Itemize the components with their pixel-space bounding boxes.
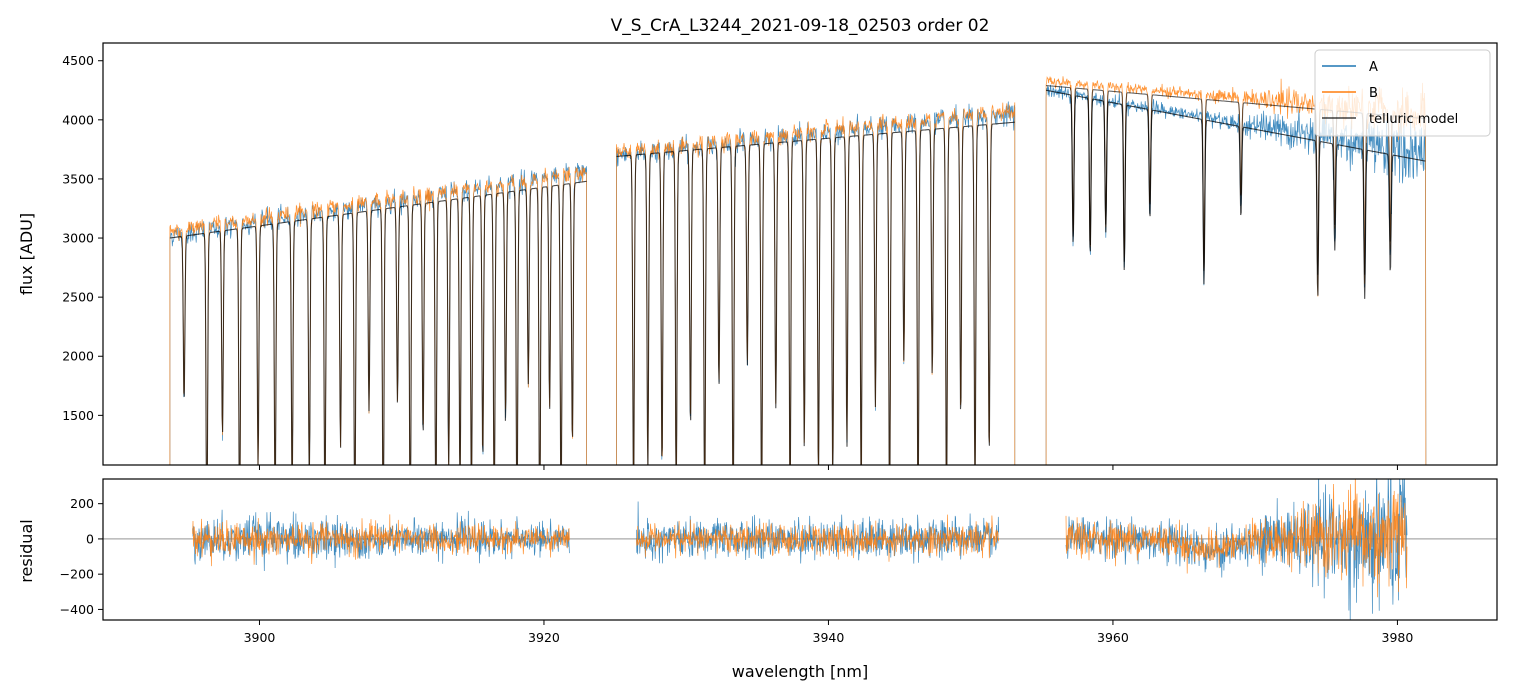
series-b-line-segment-2 (616, 102, 1016, 465)
x-axis-label: wavelength [nm] (732, 662, 869, 681)
residual-y-tick-label: −400 (60, 602, 94, 617)
x-tick-label: 3960 (1097, 630, 1129, 645)
flux-y-tick-label: 3500 (62, 171, 94, 186)
legend-label-a: A (1369, 60, 1378, 75)
series-b-line-segment-1 (169, 166, 587, 465)
residual-a-line-segment-2 (636, 501, 1000, 564)
residual-x-ticks: 3900 3920 3940 3960 3980 (244, 620, 1414, 645)
chart-title: V_S_CrA_L3244_2021-09-18_02503 order 02 (611, 16, 990, 36)
residual-axes-frame (102, 478, 1498, 621)
residual-plot-area (103, 479, 1497, 620)
flux-plot-area (169, 76, 1427, 465)
flux-y-tick-label: 2500 (62, 290, 94, 305)
flux-x-ticks (258, 465, 1398, 470)
residual-y-axis-label: residual (17, 519, 36, 582)
residual-b-line-segment-2 (636, 514, 1000, 562)
legend: A B telluric model (1314, 49, 1491, 137)
legend-label-telluric-model: telluric model (1369, 112, 1458, 127)
flux-y-tick-label: 1500 (62, 408, 94, 423)
x-tick-label: 3920 (528, 630, 560, 645)
flux-y-axis-label: flux [ADU] (17, 213, 36, 295)
residual-y-ticks: −400 −200 0 200 (60, 496, 103, 617)
residual-b-line-segment-3 (1065, 479, 1408, 598)
flux-axes-frame (102, 42, 1498, 466)
telluric-model-line-segment-2 (616, 121, 1015, 465)
legend-frame (1314, 49, 1491, 137)
flux-y-tick-label: 4000 (62, 112, 94, 127)
flux-y-tick-label: 3000 (62, 231, 94, 246)
flux-y-ticks: 1500 2000 2500 3000 3500 4000 4500 (62, 53, 103, 423)
series-a-line-segment-3 (1045, 84, 1427, 465)
residual-y-tick-label: −200 (60, 567, 94, 582)
residual-panel: −400 −200 0 200 3900 3920 3940 3960 3980 residu… (17, 478, 1498, 681)
x-tick-label: 3980 (1382, 630, 1414, 645)
flux-y-tick-label: 4500 (62, 53, 94, 68)
telluric-model-line-segment-3 (1045, 89, 1426, 299)
flux-y-tick-label: 2000 (62, 349, 94, 364)
x-tick-label: 3900 (244, 630, 276, 645)
residual-y-tick-label: 0 (86, 531, 94, 546)
residual-b-line-segment-1 (192, 514, 570, 567)
x-tick-label: 3940 (813, 630, 845, 645)
legend-label-b: B (1369, 86, 1378, 101)
telluric-model-line-segment-1 (169, 180, 587, 465)
residual-y-tick-label: 200 (70, 496, 94, 511)
